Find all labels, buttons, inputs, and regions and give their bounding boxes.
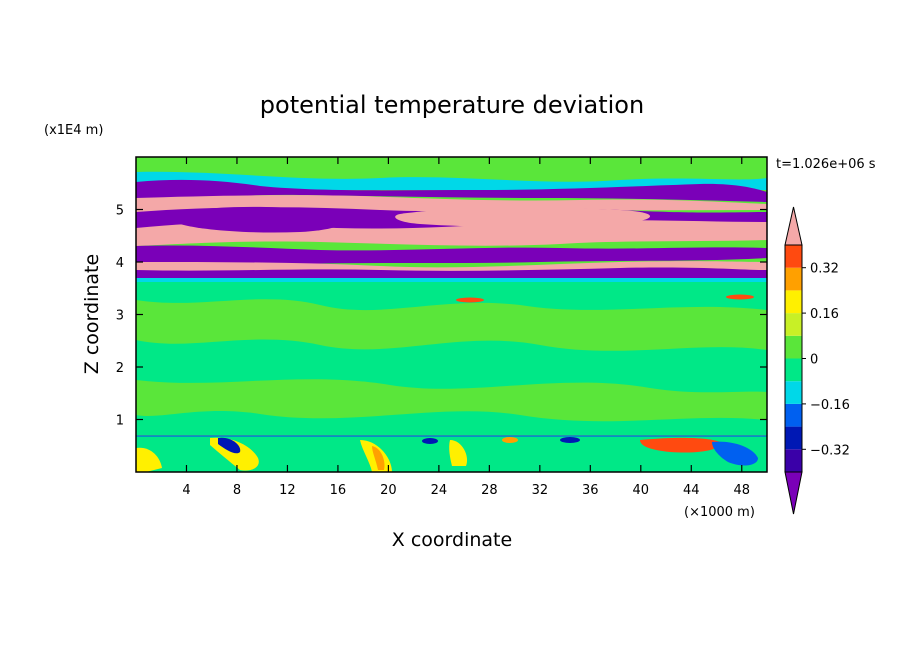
y-tick-label: 4 [116,256,124,271]
colorbar-tick-label: 0.32 [810,262,839,277]
low-feature-10 [456,297,484,303]
layer-pink-blob2 [395,207,650,227]
colorbar-segment [785,358,802,382]
colorbar-segment [785,290,802,314]
colorbar-tick-label: −0.16 [810,398,850,413]
colorbar-segment [785,381,802,404]
colorbar-segment [785,245,802,268]
layer-purple-4 [136,267,767,280]
x-tick-label: 8 [233,483,241,498]
x-tick-label: 36 [582,483,599,498]
x-tick-label: 16 [330,483,347,498]
x-tick-label: 12 [279,483,296,498]
low-feature-3 [449,440,468,466]
contour-field [136,157,767,472]
low-feature-1b [218,437,241,454]
layer-top-cyan [136,171,767,190]
y-tick-label: 3 [116,309,124,324]
x-tick-label: 20 [380,483,397,498]
x-tick-label: 48 [733,483,750,498]
layer-mid-patches2 [136,379,767,422]
colorbar: −0.32 −0.16 0 0.16 0.32 [784,206,850,515]
x-tick-label: 24 [431,483,448,498]
x-tick-label: 40 [633,483,650,498]
x-tick-label: 28 [481,483,498,498]
low-feature-6 [136,447,162,472]
low-feature-5 [712,441,758,466]
colorbar-tick-label: 0 [810,353,818,368]
colorbar-tick-label: 0.16 [810,307,839,322]
y-tick-label: 2 [116,361,124,376]
x-tick-label: 44 [683,483,700,498]
low-feature-2b [372,446,385,470]
y-axis-label: Z coordinate [81,254,103,374]
colorbar-segment [785,335,802,359]
colorbar-segment [785,267,802,291]
x-axis-label: X coordinate [392,529,512,551]
x-axis: 4 8 12 16 20 24 28 32 36 40 44 48 [182,157,750,498]
y-tick-label: 1 [116,414,124,429]
colorbar-segment [785,449,802,472]
colorbar-extend-high [784,206,803,246]
low-feature-4 [640,437,721,453]
layer-cyan-edge [136,278,767,282]
colorbar-tick-label: −0.32 [810,443,850,458]
colorbar-segment [785,313,802,336]
layer-mid-patches [136,299,767,351]
y-unit-label: (x1E4 m) [44,123,103,138]
layer-purple-3 [136,245,767,265]
x-tick-label: 32 [532,483,549,498]
layer-purple-top [136,179,767,202]
x-unit-label: (×1000 m) [684,505,755,520]
layer-pink-blob [180,206,348,233]
y-axis: 1 2 3 4 5 [116,204,767,429]
low-feature-9 [502,437,518,443]
colorbar-segment [785,403,802,427]
chart-title: potential temperature deviation [260,91,644,119]
low-feature-7 [560,437,580,443]
low-feature-11 [726,294,754,300]
y-tick-label: 5 [116,204,124,219]
colorbar-segment [785,426,802,450]
x-tick-label: 4 [182,483,190,498]
low-feature-8 [422,438,438,444]
colorbar-extend-low [784,471,803,515]
time-label: t=1.026e+06 s [776,157,876,172]
